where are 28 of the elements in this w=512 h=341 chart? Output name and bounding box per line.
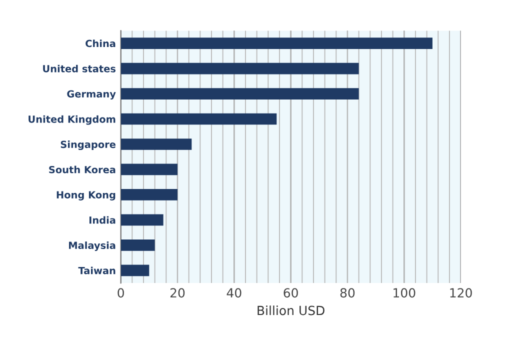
bar xyxy=(120,264,150,276)
x-tick-label: 60 xyxy=(284,288,298,298)
y-tick-label: Hong Kong xyxy=(56,191,116,200)
bar xyxy=(120,38,432,49)
x-tick-label: 0 xyxy=(118,288,124,298)
y-tick-label: Germany xyxy=(67,90,116,100)
bar xyxy=(120,138,192,150)
x-tick-label: 80 xyxy=(340,288,355,298)
bar xyxy=(120,88,359,100)
y-tick-label: Malaysia xyxy=(69,241,116,251)
y-tick-label: South Korea xyxy=(49,166,116,174)
bar xyxy=(120,113,277,125)
y-tick-label: United states xyxy=(43,64,116,72)
x-tick-label: 100 xyxy=(394,288,416,298)
bar xyxy=(120,62,359,74)
x-axis-title: Billion USD xyxy=(258,306,324,316)
y-tick-label: China xyxy=(86,40,116,48)
bar xyxy=(120,189,178,200)
x-tick-label: 20 xyxy=(170,288,185,298)
y-tick-label: India xyxy=(89,216,116,224)
x-tick-label: 120 xyxy=(450,288,472,298)
bar xyxy=(120,164,178,176)
bar xyxy=(120,240,155,251)
bar xyxy=(120,214,164,226)
y-tick-label: Singapore xyxy=(60,140,116,150)
y-tick-label: Taiwan xyxy=(78,266,116,274)
y-tick-label: United Kingdom xyxy=(28,115,116,125)
x-tick-label: 40 xyxy=(226,288,242,298)
